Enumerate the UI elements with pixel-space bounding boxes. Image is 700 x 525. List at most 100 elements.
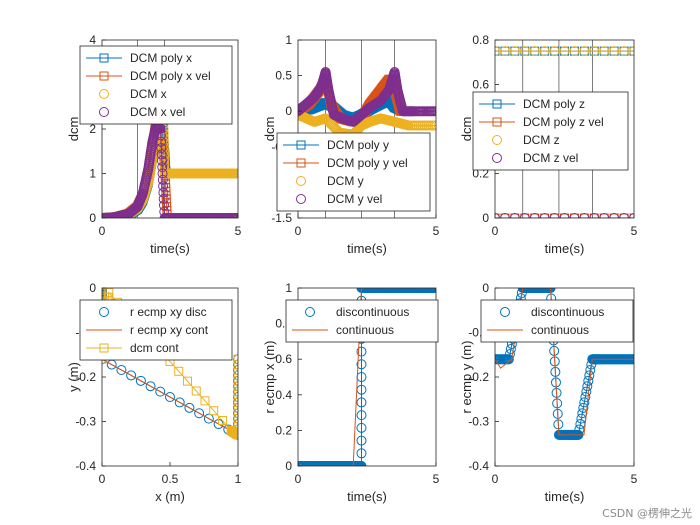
- legend: DCM poly x DCM poly x vel DCM x DCM x vel: [79, 45, 233, 125]
- data-point: [549, 46, 560, 57]
- data-point: [509, 213, 520, 218]
- data-point: [157, 162, 168, 173]
- legend-entry-label: DCM y: [327, 174, 364, 188]
- legend-entry-label: continuous: [531, 323, 589, 337]
- legend-swatch-marker: [99, 89, 109, 99]
- data-point: [135, 375, 146, 386]
- x-tick-label: 0: [99, 472, 106, 486]
- data-point: [549, 213, 560, 218]
- data-point: [499, 46, 510, 57]
- data-point: [619, 213, 630, 218]
- data-point: [233, 376, 238, 386]
- legend-entry-label: DCM z vel: [523, 151, 578, 165]
- x-axis-label: x (m): [155, 489, 185, 504]
- data-point: [233, 397, 238, 407]
- x-tick-label: 1: [235, 472, 242, 486]
- legend-entry-label: discontinuous: [336, 305, 409, 319]
- legend-swatch-marker: [492, 135, 502, 145]
- x-tick-label: 5: [631, 224, 638, 238]
- data-point: [233, 370, 238, 380]
- series-group: [298, 67, 436, 140]
- legend: discontinuous continuous: [285, 299, 439, 343]
- data-point: [174, 366, 184, 376]
- legend-entry-label: DCM x: [130, 87, 167, 101]
- data-point: [505, 344, 516, 355]
- legend-entry-label: DCM y vel: [327, 192, 382, 206]
- data-point: [504, 349, 515, 360]
- legend-swatch-marker: [99, 343, 109, 353]
- data-point: [356, 359, 367, 370]
- data-point: [158, 200, 169, 211]
- x-axis-label: time(s): [347, 241, 387, 256]
- series-line: [102, 288, 238, 436]
- data-point: [233, 365, 238, 375]
- y-tick-label: -0.3: [468, 415, 489, 429]
- y-tick-label: 0.6: [472, 78, 489, 92]
- data-point: [589, 46, 600, 57]
- legend-swatch-marker: [305, 307, 315, 317]
- legend-entry-label: DCM poly z: [523, 97, 585, 111]
- y-tick-label: -0.4: [75, 459, 96, 473]
- data-point: [599, 213, 610, 218]
- data-point: [156, 155, 167, 166]
- legend-entry-label: dcm cont: [130, 341, 179, 355]
- legend-box: [472, 91, 629, 171]
- y-tick-label: 0: [285, 104, 292, 118]
- data-point: [158, 193, 169, 204]
- legend: DCM poly z DCM poly z vel DCM z DCM z vel: [472, 91, 629, 171]
- data-point: [503, 354, 514, 365]
- data-point: [356, 448, 367, 459]
- y-tick-label: 0: [482, 211, 489, 225]
- data-point: [156, 136, 167, 147]
- data-point: [233, 414, 238, 424]
- data-point: [233, 430, 238, 440]
- y-tick-label: 0.6: [275, 352, 292, 366]
- data-point: [233, 419, 238, 429]
- data-point: [509, 46, 520, 57]
- data-point: [579, 46, 590, 57]
- data-point: [233, 424, 238, 434]
- data-point: [609, 213, 620, 218]
- data-point: [519, 213, 530, 218]
- data-point: [233, 392, 238, 402]
- data-point: [499, 213, 510, 218]
- data-point: [581, 386, 592, 397]
- data-point: [356, 346, 367, 357]
- data-point: [158, 187, 169, 198]
- data-point: [233, 403, 238, 413]
- data-point: [156, 143, 167, 154]
- subplot-4: 00.51-0.4-0.3-0.2-0.10x (m)y (m)r ecmp x…: [66, 281, 242, 504]
- x-tick-label: 0: [295, 472, 302, 486]
- legend-swatch-marker: [99, 71, 109, 81]
- data-point: [200, 396, 210, 406]
- y-tick-label: 0: [285, 459, 292, 473]
- data-point: [157, 174, 168, 185]
- data-point: [583, 375, 594, 386]
- legend-swatch-marker: [296, 194, 306, 204]
- y-tick-label: 0.5: [275, 69, 292, 83]
- x-axis-label: time(s): [347, 489, 387, 504]
- data-point: [629, 46, 634, 57]
- data-point: [158, 181, 169, 192]
- data-point: [579, 213, 590, 218]
- x-tick-label: 5: [235, 224, 242, 238]
- x-tick-label: 5: [433, 472, 440, 486]
- data-point: [529, 213, 540, 218]
- y-tick-label: 4: [89, 33, 96, 47]
- data-point: [233, 360, 238, 370]
- data-point: [356, 410, 367, 421]
- legend-swatch-marker: [296, 176, 306, 186]
- data-point: [619, 46, 630, 57]
- data-point: [584, 370, 595, 381]
- data-point: [233, 168, 238, 179]
- legend-entry-label: r ecmp xy disc: [130, 305, 207, 319]
- y-axis-label: dcm: [66, 117, 81, 142]
- y-tick-label: 1: [285, 33, 292, 47]
- y-tick-label: 1: [89, 167, 96, 181]
- data-point: [529, 46, 540, 57]
- series-line: [495, 288, 634, 436]
